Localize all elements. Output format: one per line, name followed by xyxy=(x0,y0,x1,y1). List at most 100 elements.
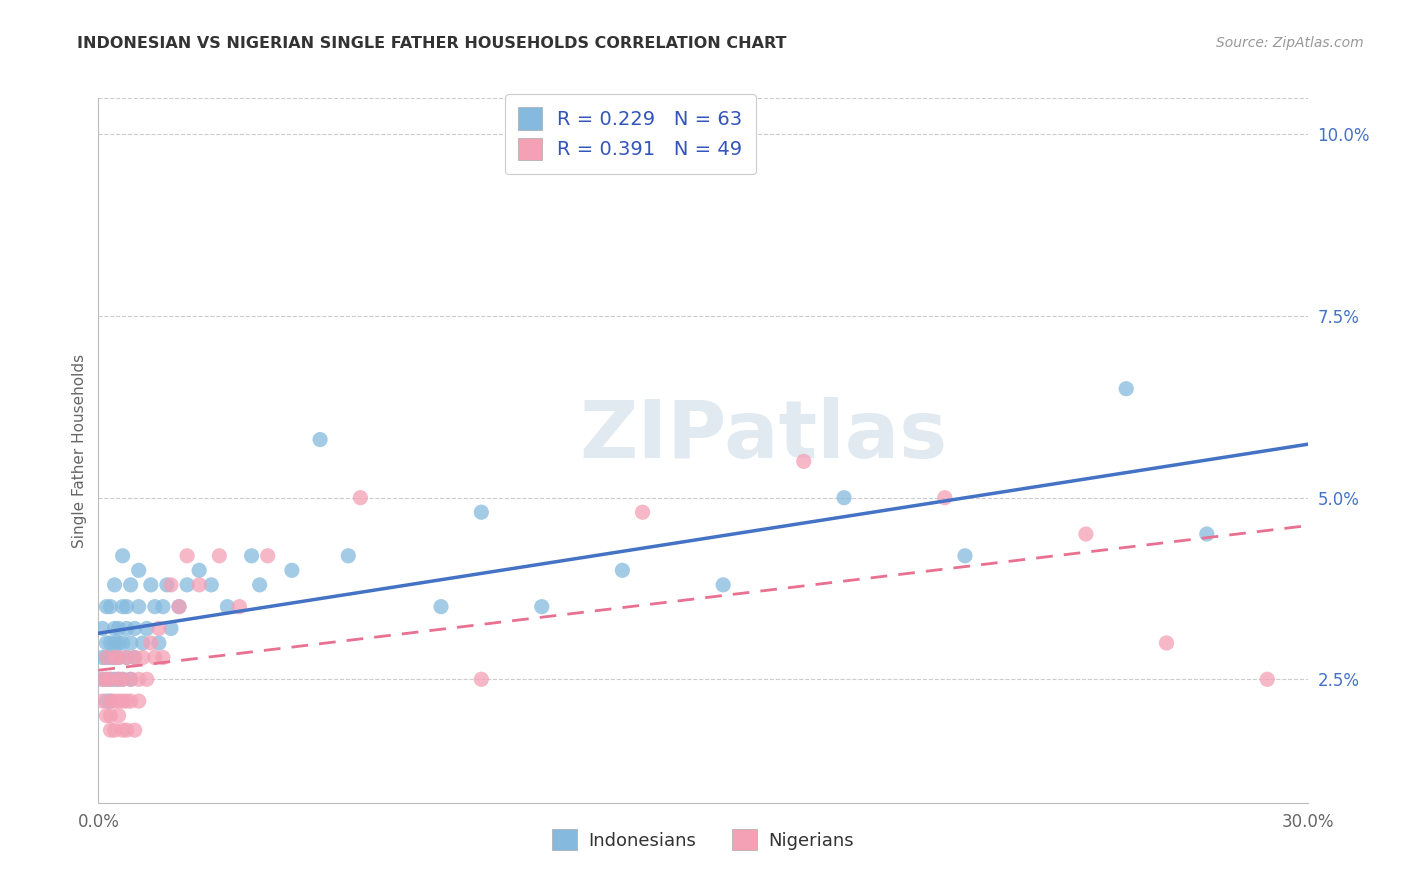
Point xyxy=(107,636,129,650)
Point xyxy=(128,599,150,614)
Point xyxy=(160,622,183,636)
Point xyxy=(1195,527,1218,541)
Point xyxy=(124,650,146,665)
Point xyxy=(148,622,170,636)
Point xyxy=(124,622,146,636)
Point xyxy=(103,622,125,636)
Point xyxy=(132,650,155,665)
Point xyxy=(96,636,118,650)
Point xyxy=(100,708,122,723)
Point xyxy=(1156,636,1178,650)
Point xyxy=(208,549,231,563)
Point xyxy=(139,636,162,650)
Point xyxy=(128,694,150,708)
Point xyxy=(793,454,815,468)
Point xyxy=(107,622,129,636)
Point xyxy=(176,578,198,592)
Point xyxy=(188,563,211,577)
Point xyxy=(240,549,263,563)
Text: ZIPatlas: ZIPatlas xyxy=(579,397,948,475)
Point xyxy=(631,505,654,519)
Point xyxy=(188,578,211,592)
Point xyxy=(430,599,453,614)
Point xyxy=(100,673,122,687)
Point xyxy=(91,650,114,665)
Point xyxy=(103,650,125,665)
Point xyxy=(96,650,118,665)
Point xyxy=(143,599,166,614)
Point xyxy=(96,650,118,665)
Point xyxy=(256,549,278,563)
Point xyxy=(228,599,250,614)
Legend: Indonesians, Nigerians: Indonesians, Nigerians xyxy=(546,822,860,857)
Point xyxy=(934,491,956,505)
Point xyxy=(120,673,142,687)
Point xyxy=(115,650,138,665)
Text: INDONESIAN VS NIGERIAN SINGLE FATHER HOUSEHOLDS CORRELATION CHART: INDONESIAN VS NIGERIAN SINGLE FATHER HOU… xyxy=(77,36,787,51)
Point xyxy=(96,673,118,687)
Point xyxy=(115,599,138,614)
Point xyxy=(103,650,125,665)
Point xyxy=(103,723,125,738)
Point xyxy=(530,599,553,614)
Point xyxy=(96,599,118,614)
Point xyxy=(143,650,166,665)
Point xyxy=(160,578,183,592)
Point xyxy=(91,694,114,708)
Point xyxy=(100,694,122,708)
Point xyxy=(1074,527,1097,541)
Point xyxy=(120,578,142,592)
Point xyxy=(115,622,138,636)
Point xyxy=(128,673,150,687)
Point xyxy=(470,505,492,519)
Point xyxy=(91,673,114,687)
Point xyxy=(132,636,155,650)
Point xyxy=(103,673,125,687)
Point xyxy=(200,578,222,592)
Point xyxy=(120,694,142,708)
Point xyxy=(167,599,190,614)
Point xyxy=(111,673,134,687)
Y-axis label: Single Father Households: Single Father Households xyxy=(72,353,87,548)
Point xyxy=(337,549,360,563)
Point xyxy=(100,673,122,687)
Point xyxy=(100,599,122,614)
Point xyxy=(139,578,162,592)
Point xyxy=(115,650,138,665)
Point xyxy=(103,694,125,708)
Point xyxy=(91,622,114,636)
Point xyxy=(309,433,332,447)
Point xyxy=(281,563,304,577)
Point xyxy=(107,708,129,723)
Point xyxy=(176,549,198,563)
Point xyxy=(217,599,239,614)
Point xyxy=(107,650,129,665)
Point xyxy=(96,694,118,708)
Point xyxy=(711,578,734,592)
Point xyxy=(111,636,134,650)
Point xyxy=(100,636,122,650)
Point xyxy=(135,673,157,687)
Point xyxy=(103,636,125,650)
Point xyxy=(1115,382,1137,396)
Point xyxy=(832,491,855,505)
Text: Source: ZipAtlas.com: Source: ZipAtlas.com xyxy=(1216,36,1364,50)
Point xyxy=(156,578,179,592)
Point xyxy=(148,636,170,650)
Point xyxy=(612,563,634,577)
Point xyxy=(111,599,134,614)
Point xyxy=(349,491,371,505)
Point xyxy=(1256,673,1278,687)
Point xyxy=(124,723,146,738)
Point xyxy=(111,694,134,708)
Point xyxy=(107,650,129,665)
Point xyxy=(470,673,492,687)
Point xyxy=(152,650,174,665)
Point xyxy=(100,694,122,708)
Point xyxy=(96,708,118,723)
Point xyxy=(152,599,174,614)
Point xyxy=(111,549,134,563)
Point xyxy=(115,723,138,738)
Point xyxy=(128,563,150,577)
Point xyxy=(120,636,142,650)
